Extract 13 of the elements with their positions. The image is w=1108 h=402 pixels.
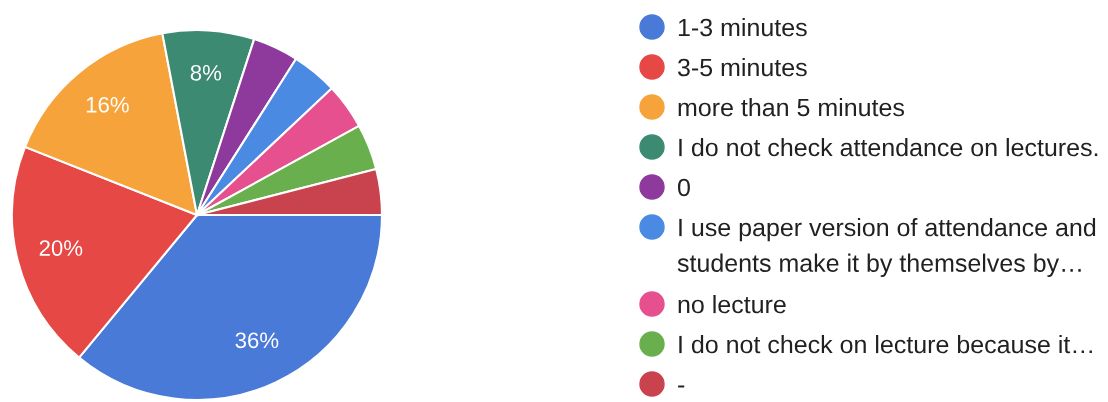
data-label: 36% (235, 332, 279, 349)
legend-label: more than 5 minutes (678, 98, 904, 117)
legend-label: 0 (677, 178, 690, 197)
legend-label: I do not check attendance on lectures. (679, 138, 1098, 157)
legend-label: 1-3 minutes (678, 18, 807, 37)
data-label: 20% (39, 240, 83, 256)
data-label: 8% (190, 64, 222, 81)
legend-label: - (678, 385, 685, 388)
legend-label: I do not check on lecture because it… (679, 335, 1092, 354)
legend-label: 3-5 minutes (677, 58, 807, 77)
legend-label: I use paper version of attendance and students make it by themselves by… (677, 218, 1096, 277)
data-label: 16% (86, 96, 129, 113)
legend-label: no lecture (678, 295, 786, 314)
